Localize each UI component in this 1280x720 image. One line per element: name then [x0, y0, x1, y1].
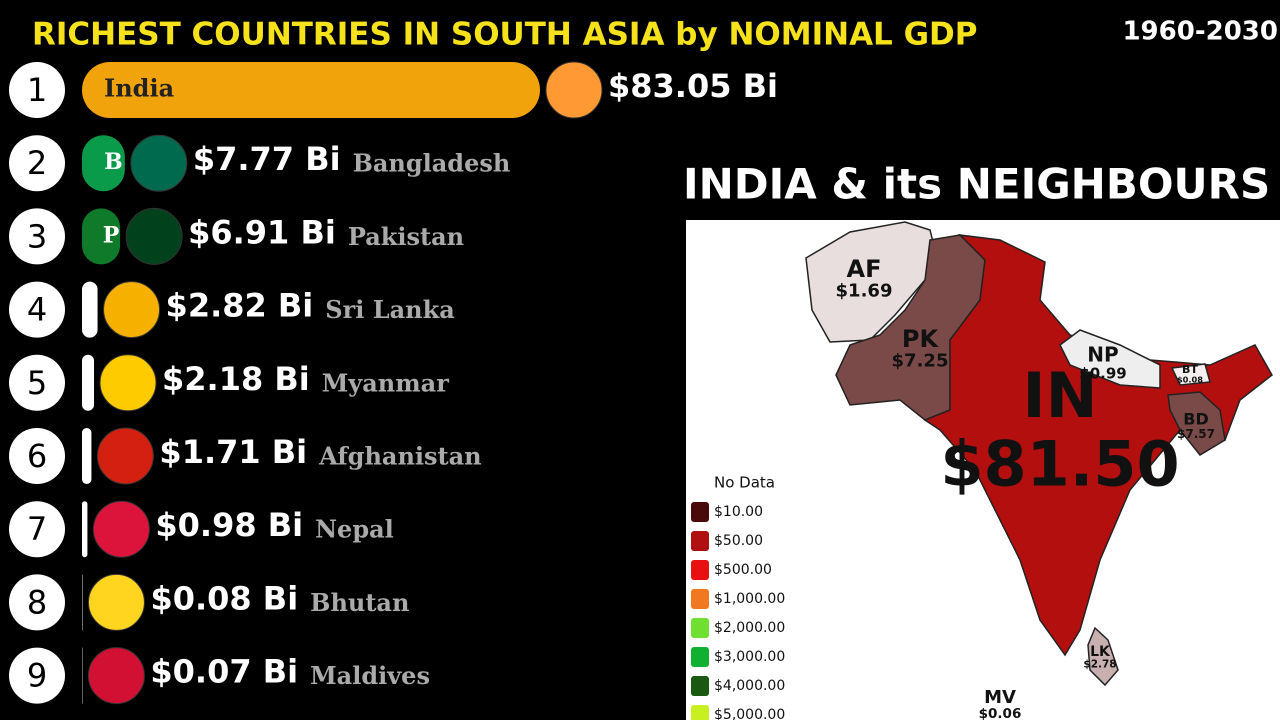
legend-label: $10.00 — [714, 504, 763, 520]
bar-label: B — [104, 149, 123, 175]
category-label: Sri Lanka — [325, 295, 455, 324]
region-code: IN — [1023, 359, 1098, 432]
rank-label: 3 — [27, 217, 47, 255]
flag — [96, 427, 154, 485]
region-code: PK — [902, 325, 940, 353]
bar — [82, 428, 92, 484]
region-code: AF — [847, 255, 882, 283]
value-label: $6.91 Bi — [188, 213, 336, 251]
category-label: Maldives — [310, 661, 430, 690]
bhutan-shape — [1170, 363, 1211, 386]
rank-label: 4 — [27, 291, 47, 329]
legend-label: $2,000.00 — [714, 620, 785, 636]
chart-title: RICHEST COUNTRIES IN SOUTH ASIA by NOMIN… — [32, 17, 978, 53]
rank-badge — [9, 647, 65, 704]
legend-label: $500.00 — [714, 562, 772, 578]
category-label: Bangladesh — [353, 149, 511, 178]
region-value: $1.69 — [836, 281, 893, 302]
rank-label: 5 — [27, 364, 47, 402]
bar-label: P — [103, 222, 120, 248]
legend-swatch — [691, 618, 709, 638]
category-label: Nepal — [315, 515, 394, 544]
category-label: Afghanistan — [318, 442, 481, 471]
legend-label: $4,000.00 — [714, 678, 785, 694]
region-value: $0.08 — [1177, 374, 1203, 384]
legend-swatch — [691, 705, 709, 720]
value-label: $1.71 Bi — [159, 433, 307, 471]
rank-badge — [9, 574, 65, 631]
bar — [82, 208, 121, 265]
rank-label: 8 — [27, 583, 47, 621]
value-label: $2.82 Bi — [166, 287, 314, 325]
bar — [82, 281, 98, 338]
legend-swatch — [691, 531, 709, 551]
legend-label: No Data — [714, 474, 775, 492]
bangladesh-shape — [1167, 391, 1226, 456]
bar — [82, 354, 95, 411]
rank-badge — [9, 135, 65, 192]
legend-label: $3,000.00 — [714, 649, 785, 665]
rank-badge — [9, 354, 65, 411]
nepal-shape — [1059, 329, 1161, 389]
legend-label: $50.00 — [714, 533, 763, 549]
region-code: MV — [984, 687, 1016, 708]
flag — [87, 573, 145, 631]
rank-badge — [9, 281, 65, 338]
value-label: $0.98 Bi — [155, 506, 303, 544]
flag — [99, 354, 157, 412]
rank-label: 6 — [27, 437, 47, 475]
legend-swatch — [691, 560, 709, 580]
rank-badge — [9, 208, 65, 265]
rank-label: 9 — [27, 657, 47, 695]
chart-subtitle: 1960-2030 — [1122, 17, 1278, 47]
flag — [130, 134, 188, 192]
map-labels: AF$1.69 PK$7.25 NP$0.99 BT$0.08 BD$7.57 IN$81… — [836, 255, 1215, 720]
region-value: $0.99 — [1079, 365, 1126, 383]
bar-rows: 1 $83.05 Bi India 2 B $7.77 Bi Bangladesh 3 P $6.… — [9, 61, 778, 705]
category-label: India — [104, 74, 174, 103]
flag — [103, 281, 161, 339]
rank-badge — [9, 501, 65, 558]
map-title: INDIA & its NEIGHBOURS — [683, 160, 1270, 209]
flag — [125, 207, 183, 265]
region-code: BT — [1182, 363, 1198, 376]
legend-swatch — [691, 589, 709, 609]
region-code: LK — [1090, 644, 1111, 660]
flag — [92, 500, 150, 558]
category-label: Pakistan — [348, 222, 464, 251]
srilanka-shape — [1087, 626, 1119, 687]
category-label: Myanmar — [322, 368, 449, 397]
region-value: $2.78 — [1083, 659, 1116, 671]
flag — [87, 647, 145, 705]
region-code: NP — [1087, 343, 1118, 367]
rank-label: 2 — [27, 144, 47, 182]
region-value: $7.57 — [1177, 427, 1215, 441]
rank-label: 7 — [27, 510, 47, 548]
region-value: $7.25 — [892, 351, 949, 372]
rank-badge — [9, 428, 65, 484]
value-label: $83.05 Bi — [608, 67, 778, 105]
rank-badge — [9, 62, 65, 118]
value-label: $2.18 Bi — [162, 360, 310, 398]
value-label: $0.07 Bi — [150, 653, 298, 691]
legend: No Data $10.00 $50.00 $500.00 $1,000.00 $2,00… — [691, 474, 785, 720]
region-code: BD — [1183, 410, 1208, 429]
bar — [82, 135, 125, 192]
map-shapes — [805, 221, 1273, 687]
region-value: $81.50 — [940, 427, 1179, 500]
value-label: $7.77 Bi — [193, 140, 341, 178]
flag — [545, 61, 603, 119]
rank-label: 1 — [27, 71, 47, 109]
legend-swatch — [691, 502, 709, 522]
legend-swatch — [691, 647, 709, 667]
value-label: $0.08 Bi — [150, 579, 298, 617]
legend-label: $5,000.00 — [714, 707, 785, 720]
region-value: $0.06 — [979, 706, 1022, 720]
legend-label: $1,000.00 — [714, 591, 785, 607]
legend-swatch — [691, 676, 709, 696]
bar — [82, 501, 88, 558]
category-label: Bhutan — [310, 588, 409, 617]
bar — [82, 62, 540, 118]
